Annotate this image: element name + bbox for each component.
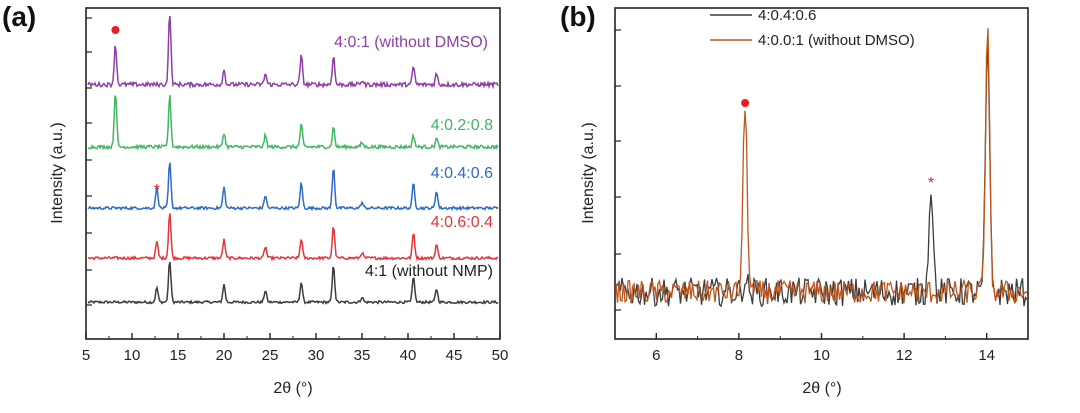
panel-b-annotation-dot xyxy=(741,99,750,107)
panel-b-x-tick-label-10: 10 xyxy=(813,347,830,364)
panel-b-annotation-star: * xyxy=(928,175,934,192)
panel-a-annotation-star: * xyxy=(154,182,160,199)
panel-b-annotations: * xyxy=(741,99,934,192)
panel-a-x-tick-label-45: 45 xyxy=(446,347,463,364)
panel-a: (a) 5 10 15 20 25 30 35 40 45 50 4:1 (without NMP… xyxy=(2,1,508,397)
panel-a-x-tick-label-20: 20 xyxy=(216,347,233,364)
legend-label-4-0.0-1: 4:0.0:1 (without DMSO) xyxy=(758,32,915,49)
panel-a-trace-label-4-1-without-nmp: 4:1 (without NMP) xyxy=(365,263,493,280)
legend-label-4-0.4-0.6: 4:0.4:0.6 xyxy=(758,7,816,24)
panel-a-annotations: * xyxy=(111,26,160,199)
panel-a-x-axis-title: 2θ (°) xyxy=(273,380,312,397)
panel-b-trace-4-0-4-0-6 xyxy=(615,38,1028,308)
panel-a-trace-4-0-1-without-dmso xyxy=(87,15,499,90)
panel-a-x-tick-label-10: 10 xyxy=(124,347,141,364)
panel-a-x-axis: 5 10 15 20 25 30 35 40 45 50 xyxy=(82,17,509,364)
panel-b-traces xyxy=(615,28,1028,308)
panel-a-trace-4-0-4-0-6 xyxy=(87,162,499,212)
panel-b-label: (b) xyxy=(560,1,596,32)
panel-a-trace-label-4-0-6-0-4: 4:0.6:0.4 xyxy=(431,214,493,231)
panel-a-trace-4-0-6-0-4 xyxy=(87,213,499,262)
panel-a-trace-4-0-2-0-8 xyxy=(87,95,499,151)
panel-a-traces xyxy=(87,15,499,305)
panel-b-trace-4-0-0-1-without-dmso xyxy=(615,28,1028,304)
panel-a-x-tick-label-35: 35 xyxy=(354,347,371,364)
panel-a-annotation-dot xyxy=(111,26,120,34)
panel-a-trace-label-4-0-2-0-8: 4:0.2:0.8 xyxy=(431,117,493,134)
panel-a-x-tick-label-50: 50 xyxy=(492,347,509,364)
panel-a-label: (a) xyxy=(2,1,36,32)
panel-b-x-tick-label-8: 8 xyxy=(735,347,743,364)
panel-b-x-axis-title: 2θ (°) xyxy=(802,380,841,397)
panel-b-x-axis: 6 8 10 12 14 xyxy=(615,29,995,364)
panel-b-x-tick-label-14: 14 xyxy=(978,347,995,364)
panel-a-x-tick-label-40: 40 xyxy=(400,347,417,364)
panel-a-trace-4-1-without-nmp xyxy=(87,261,499,305)
panel-b-legend: 4:0.4:0.6 4:0.0:1 (without DMSO) xyxy=(710,7,915,49)
panel-b-x-tick-label-12: 12 xyxy=(896,347,913,364)
panel-a-trace-label-4-0-4-0-6: 4:0.4:0.6 xyxy=(431,165,493,182)
panel-a-trace-labels: 4:1 (without NMP) 4:0.6:0.4 4:0.4:0.6 4:0.2… xyxy=(334,34,493,280)
panel-b-y-axis-title: Intensity (a.u.) xyxy=(580,122,597,223)
panel-a-x-tick-label-30: 30 xyxy=(308,347,325,364)
panel-a-x-tick-label-5: 5 xyxy=(82,347,90,364)
panel-b: (b) 6 8 10 12 14 * 4:0.4:0.6 4:0.0:1 (withou… xyxy=(560,1,1029,397)
panel-a-y-axis-title: Intensity (a.u.) xyxy=(49,122,66,223)
panel-a-x-tick-label-25: 25 xyxy=(262,347,279,364)
panel-a-x-tick-label-15: 15 xyxy=(170,347,187,364)
panel-b-x-tick-label-6: 6 xyxy=(652,347,660,364)
panel-a-trace-label-4-0-1-without-dmso: 4:0:1 (without DMSO) xyxy=(334,34,488,51)
